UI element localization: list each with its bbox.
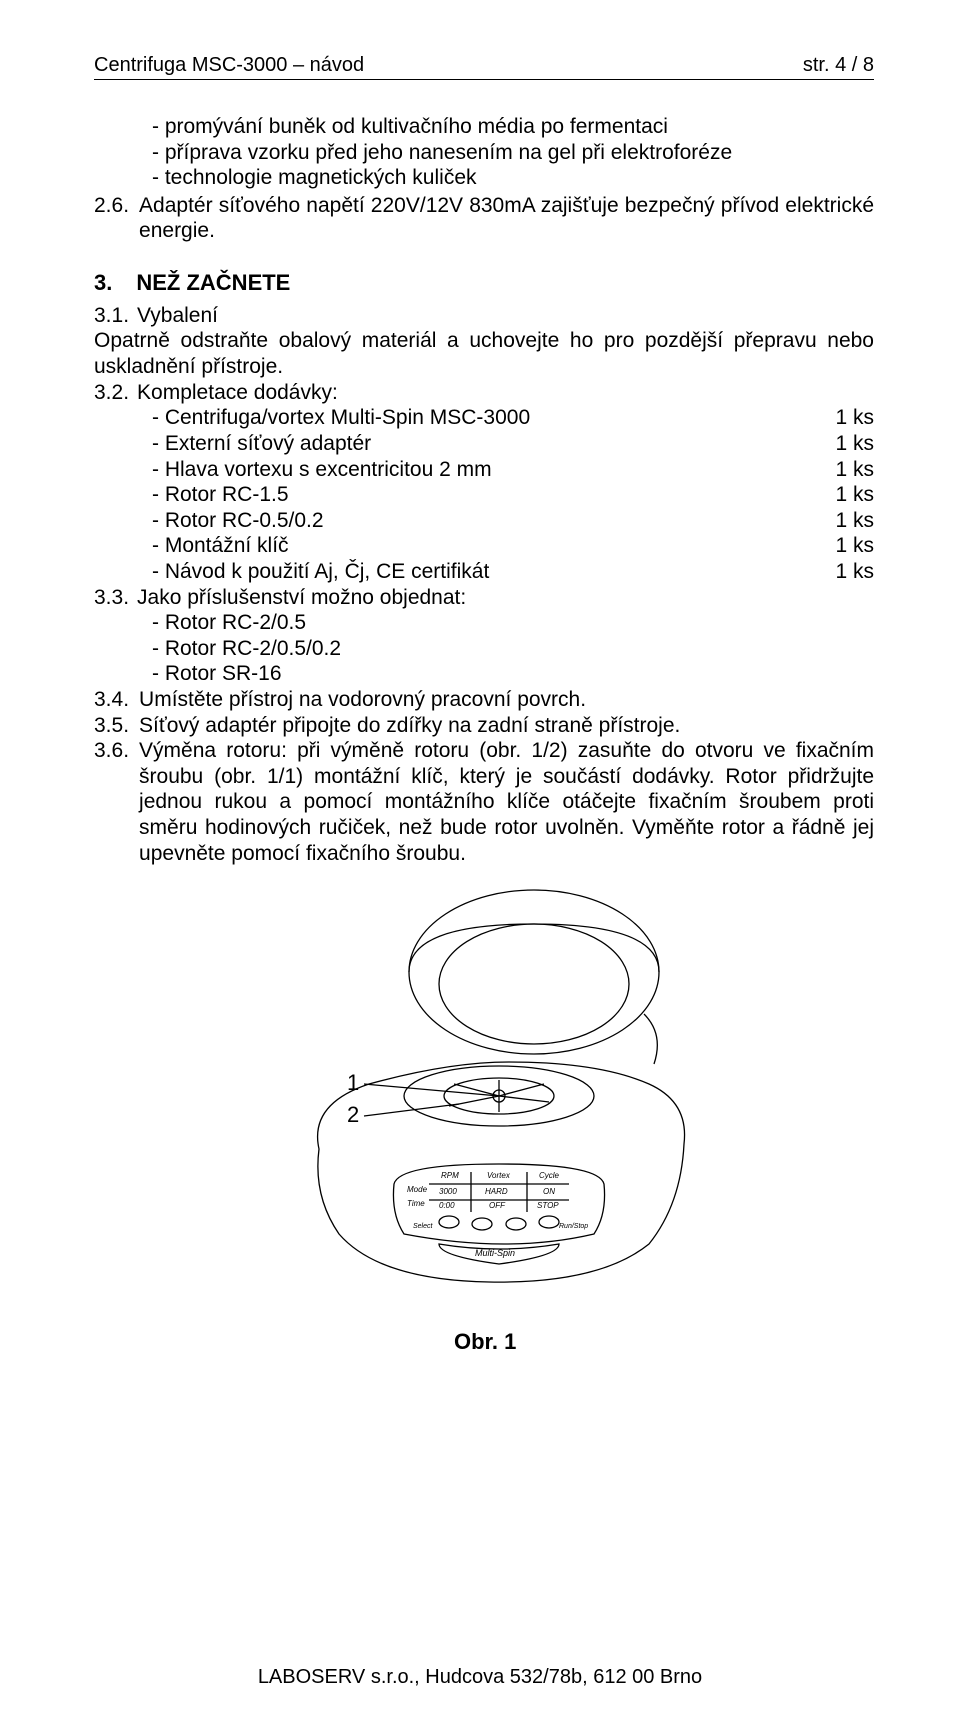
subsection-number: 3.5. — [94, 713, 129, 739]
subsection-3-5: 3.5. Síťový adaptér připojte do zdířky n… — [94, 713, 874, 739]
page-footer: LABOSERV s.r.o., Hudcova 532/78b, 612 00… — [0, 1666, 960, 1689]
subsection-label: Jako příslušenství možno objednat: — [137, 585, 466, 611]
subsection-number: 3.6. — [94, 738, 129, 866]
item-name: - Hlava vortexu s excentricitou 2 mm — [152, 457, 811, 483]
figure-1: 1 2 RPM Vortex Cycle Mode Time 3000 0:00… — [94, 884, 874, 1355]
item-qty: 1 ks — [811, 457, 874, 483]
paragraph-text: Adaptér síťového napětí 220V/12V 830mA z… — [139, 193, 874, 244]
panel-hard: HARD — [485, 1187, 508, 1196]
figure-caption: Obr. 1 — [94, 1329, 874, 1356]
item-qty: 1 ks — [811, 482, 874, 508]
header-page-number: str. 4 / 8 — [803, 54, 874, 77]
panel-runstop: Run/Stop — [559, 1223, 588, 1230]
subsection-text: Výměna rotoru: při výměně rotoru (obr. 1… — [139, 738, 874, 866]
item-name: - Návod k použití Aj, Čj, CE certifikát — [152, 559, 811, 585]
application-list: - promývání buněk od kultivačního média … — [94, 114, 874, 191]
panel-rpm: RPM — [441, 1171, 459, 1180]
item-name: - Montážní klíč — [152, 533, 811, 559]
item-qty: 1 ks — [811, 533, 874, 559]
subsection-text: Síťový adaptér připojte do zdířky na zad… — [139, 713, 874, 739]
item-name: - Rotor RC-1.5 — [152, 482, 811, 508]
section-number: 3. — [94, 270, 112, 297]
document-page: Centrifuga MSC-3000 – návod str. 4 / 8 -… — [0, 0, 960, 1729]
list-item: - Rotor RC-2/0.5 — [152, 610, 874, 636]
callout-2: 2 — [347, 1102, 359, 1127]
subsection-text: Umístěte přístroj na vodorovný pracovní … — [139, 687, 874, 713]
list-item: - Rotor RC-1.51 ks — [152, 482, 874, 508]
subsection-3-4: 3.4. Umístěte přístroj na vodorovný prac… — [94, 687, 874, 713]
item-qty: 1 ks — [811, 405, 874, 431]
subsection-number: 3.4. — [94, 687, 129, 713]
panel-vortex: Vortex — [487, 1171, 511, 1180]
item-qty: 1 ks — [811, 431, 874, 457]
panel-cycle: Cycle — [539, 1171, 560, 1180]
list-item: - Externí síťový adaptér1 ks — [152, 431, 874, 457]
item-qty: 1 ks — [811, 559, 874, 585]
subsection-number: 3.3. — [94, 585, 129, 611]
panel-select: Select — [413, 1223, 434, 1230]
paragraph-number: 2.6. — [94, 193, 129, 244]
list-item: - Hlava vortexu s excentricitou 2 mm1 ks — [152, 457, 874, 483]
list-item: - Rotor SR-16 — [152, 661, 874, 687]
document-body: - promývání buněk od kultivačního média … — [94, 114, 874, 1356]
subsection-3-3: 3.3. Jako příslušenství možno objednat: … — [94, 585, 874, 687]
package-contents-list: - Centrifuga/vortex Multi-Spin MSC-30001… — [94, 405, 874, 584]
item-name: - Centrifuga/vortex Multi-Spin MSC-3000 — [152, 405, 811, 431]
section-title: NEŽ ZAČNETE — [136, 270, 290, 297]
subsection-label: Vybalení — [137, 303, 218, 329]
paragraph-2-6: 2.6. Adaptér síťového napětí 220V/12V 83… — [94, 193, 874, 244]
callout-1: 1 — [347, 1070, 359, 1095]
panel-mode: Mode — [407, 1185, 428, 1194]
list-item: - Centrifuga/vortex Multi-Spin MSC-30001… — [152, 405, 874, 431]
list-item: - technologie magnetických kuliček — [152, 165, 874, 191]
list-item: - Návod k použití Aj, Čj, CE certifikát1… — [152, 559, 874, 585]
panel-stop: STOP — [537, 1201, 559, 1210]
subsection-label: Kompletace dodávky: — [137, 380, 338, 406]
list-item: - Rotor RC-2/0.5/0.2 — [152, 636, 874, 662]
subsection-text: Opatrně odstraňte obalový materiál a uch… — [94, 328, 874, 379]
header-title: Centrifuga MSC-3000 – návod — [94, 54, 364, 77]
panel-time: Time — [407, 1199, 425, 1208]
accessory-list: - Rotor RC-2/0.5 - Rotor RC-2/0.5/0.2 - … — [94, 610, 874, 687]
centrifuge-illustration: 1 2 RPM Vortex Cycle Mode Time 3000 0:00… — [249, 884, 719, 1314]
panel-brand: Multi-Spin — [475, 1248, 515, 1258]
subsection-3-6: 3.6. Výměna rotoru: při výměně rotoru (o… — [94, 738, 874, 866]
list-item: - příprava vzorku před jeho nanesením na… — [152, 140, 874, 166]
list-item: - promývání buněk od kultivačního média … — [152, 114, 874, 140]
item-name: - Rotor RC-0.5/0.2 — [152, 508, 811, 534]
subsection-3-2: 3.2. Kompletace dodávky: - Centrifuga/vo… — [94, 380, 874, 585]
subsection-number: 3.2. — [94, 380, 129, 406]
page-header: Centrifuga MSC-3000 – návod str. 4 / 8 — [94, 54, 874, 80]
list-item: - Rotor RC-0.5/0.21 ks — [152, 508, 874, 534]
panel-off: OFF — [489, 1201, 506, 1210]
panel-3000: 3000 — [439, 1187, 457, 1196]
panel-000: 0:00 — [439, 1201, 455, 1210]
item-name: - Externí síťový adaptér — [152, 431, 811, 457]
item-qty: 1 ks — [811, 508, 874, 534]
subsection-number: 3.1. — [94, 303, 129, 329]
section-3-heading: 3. NEŽ ZAČNETE — [94, 270, 874, 297]
list-item: - Montážní klíč1 ks — [152, 533, 874, 559]
subsection-3-1: 3.1. Vybalení Opatrně odstraňte obalový … — [94, 303, 874, 380]
panel-on: ON — [543, 1187, 555, 1196]
